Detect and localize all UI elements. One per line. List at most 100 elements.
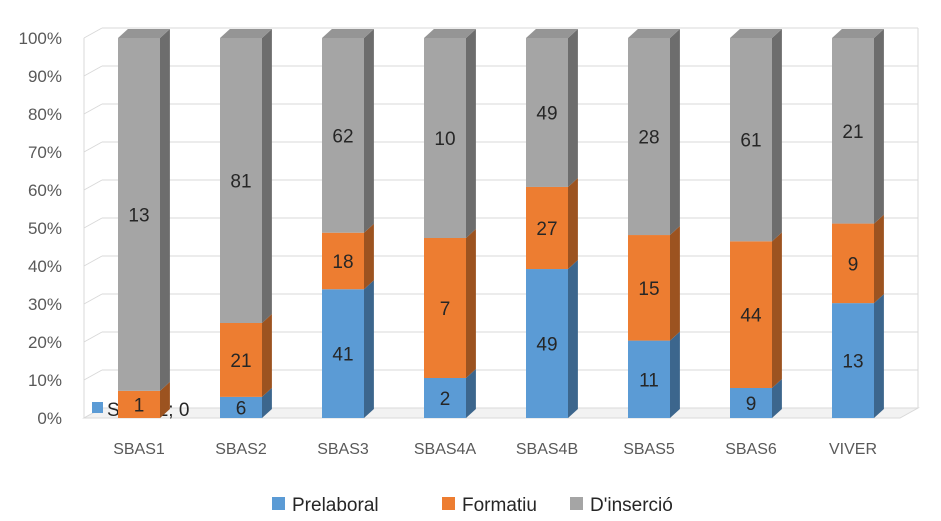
data-label-SBAS4B-Formatiu: 27 — [536, 219, 557, 240]
bar-VIVER-Prelaboral-side — [874, 294, 884, 418]
legend-label-D'inserció: D'inserció — [590, 495, 673, 516]
bar-SBAS6-Prelaboral-front — [730, 388, 772, 418]
side-wall-gridline — [83, 217, 103, 229]
bar-SBAS3-Formatiu-front — [322, 232, 364, 290]
bar-SBAS4B-Prelaboral-front — [526, 269, 568, 418]
side-wall-gridline — [83, 293, 103, 305]
bar-VIVER-Prelaboral-front — [832, 303, 874, 418]
bar-SBAS2-Prelaboral-front — [220, 396, 262, 418]
side-wall-gridline — [83, 65, 103, 77]
side-wall-gridline — [83, 369, 103, 381]
y-tick-label: 50% — [28, 219, 62, 238]
bar-VIVER-D'inserció-side — [874, 29, 884, 224]
bar-SBAS1-top — [118, 29, 170, 38]
bar-SBAS1-D'inserció-side — [160, 29, 170, 391]
side-wall-gridline — [83, 27, 103, 39]
bar-SBAS4A-Prelaboral-side — [466, 369, 476, 418]
bar-SBAS2-top — [220, 29, 272, 38]
x-tick-label: SBAS4A — [414, 441, 477, 458]
side-wall-gridline — [83, 141, 103, 153]
x-tick-label: SBAS3 — [317, 441, 369, 458]
side-wall-gridline — [83, 179, 103, 191]
data-label-SBAS6-Formatiu: 44 — [740, 306, 762, 327]
data-label-VIVER-Formatiu: 9 — [848, 254, 859, 275]
y-tick-label: 30% — [28, 295, 62, 314]
legend-label-Formatiu: Formatiu — [462, 495, 537, 516]
bar-SBAS4A-Formatiu-side — [466, 229, 476, 378]
bar-SBAS5-Prelaboral-side — [670, 331, 680, 418]
bar-VIVER-top — [832, 29, 884, 38]
bar-SBAS2-D'inserció-side — [262, 29, 272, 323]
data-label-VIVER-Prelaboral: 13 — [842, 352, 863, 373]
data-label-SBAS4A-D'inserció: 10 — [434, 129, 455, 150]
bar-SBAS5-top — [628, 29, 680, 38]
x-tick-label: SBAS2 — [215, 441, 267, 458]
bar-SBAS4A-Formatiu-front — [424, 238, 466, 378]
x-tick-label: SBAS4B — [516, 441, 578, 458]
bar-SBAS6-Formatiu-front — [730, 241, 772, 388]
y-tick-label: 40% — [28, 257, 62, 276]
bar-SBAS6-Prelaboral-side — [772, 379, 782, 418]
bar-SBAS5-Prelaboral-front — [628, 340, 670, 418]
legend-label-Prelaboral: Prelaboral — [292, 495, 379, 516]
bar-SBAS2-Prelaboral-side — [262, 387, 272, 418]
bar-SBAS4A-Prelaboral-front — [424, 378, 466, 418]
data-label-SBAS3-Prelaboral: 41 — [332, 345, 353, 366]
chart-floor — [82, 407, 920, 419]
bar-SBAS4B-D'inserció-front — [526, 38, 568, 187]
data-label-SBAS4B-Prelaboral: 49 — [536, 335, 557, 356]
data-label-SBAS4B-D'inserció: 49 — [536, 103, 557, 124]
data-label-SBAS6-D'inserció: 61 — [740, 131, 761, 152]
data-label-SBAS2-D'inserció: 81 — [230, 172, 251, 193]
data-label-SBAS3-Formatiu: 18 — [332, 252, 353, 273]
bar-SBAS4A-top — [424, 29, 476, 38]
bar-SBAS4A-D'inserció-front — [424, 38, 466, 238]
bar-SBAS1-Formatiu-front — [118, 390, 160, 418]
bar-VIVER-Formatiu-front — [832, 223, 874, 304]
data-label-SBAS1-Formatiu: 1 — [134, 395, 145, 416]
bar-SBAS3-Prelaboral-front — [322, 289, 364, 418]
data-label-SBAS5-Formatiu: 15 — [638, 279, 659, 300]
y-tick-label: 20% — [28, 333, 62, 352]
bar-SBAS2-Formatiu-side — [262, 314, 272, 397]
bar-SBAS4B-Formatiu-side — [568, 177, 578, 270]
y-tick-label: 80% — [28, 105, 62, 124]
bar-SBAS6-D'inserció-front — [730, 38, 772, 242]
bar-SBAS4B-D'inserció-side — [568, 29, 578, 187]
legend-swatch-Formatiu — [442, 497, 455, 510]
bar-SBAS3-top — [322, 29, 374, 38]
x-tick-label: VIVER — [829, 441, 877, 458]
bar-SBAS4A-D'inserció-side — [466, 29, 476, 238]
bar-VIVER-D'inserció-front — [832, 38, 874, 224]
bar-SBAS3-Prelaboral-side — [364, 280, 374, 418]
data-label-SBAS3-D'inserció: 62 — [332, 126, 353, 147]
bar-SBAS4B-Prelaboral-side — [568, 260, 578, 418]
bar-SBAS5-Formatiu-front — [628, 235, 670, 341]
bar-SBAS3-D'inserció-side — [364, 29, 374, 233]
bar-SBAS4B-top — [526, 29, 578, 38]
data-label-marker — [92, 402, 103, 413]
y-tick-label: 70% — [28, 143, 62, 162]
legend-swatch-Prelaboral — [272, 497, 285, 510]
bar-SBAS6-Formatiu-side — [772, 232, 782, 388]
bar-SBAS1-Formatiu-side — [160, 381, 170, 418]
data-label-SBAS1-D'inserció: 13 — [128, 205, 149, 226]
bar-SBAS6-top — [730, 29, 782, 38]
y-tick-label: 0% — [37, 409, 62, 428]
side-wall-gridline — [83, 255, 103, 267]
bar-SBAS5-D'inserció-side — [670, 29, 680, 236]
y-tick-label: 10% — [28, 371, 62, 390]
data-label-SBAS5-Prelaboral: 11 — [639, 370, 659, 391]
legend-swatch-D'inserció — [570, 497, 583, 510]
data-label-SBAS4A-Prelaboral: 2 — [440, 389, 451, 410]
bar-SBAS4B-Formatiu-front — [526, 186, 568, 270]
side-wall-gridline — [83, 331, 103, 343]
bar-SBAS5-Formatiu-side — [670, 226, 680, 341]
bar-SBAS1-D'inserció-front — [118, 38, 160, 391]
data-label-SBAS6-Prelaboral: 9 — [746, 394, 757, 415]
bar-SBAS2-D'inserció-front — [220, 38, 262, 323]
y-tick-label: 90% — [28, 67, 62, 86]
bar-SBAS3-D'inserció-front — [322, 38, 364, 233]
